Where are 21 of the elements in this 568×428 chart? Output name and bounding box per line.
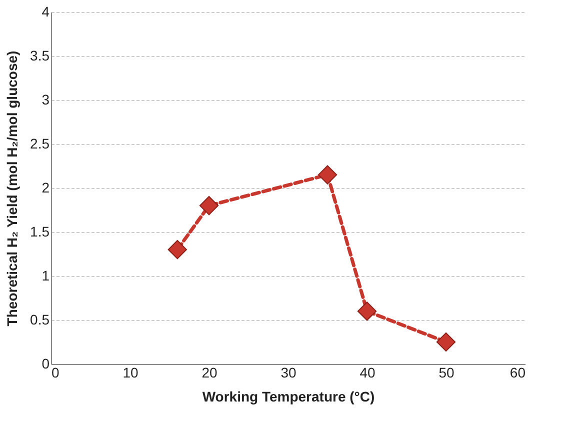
y-tick-label: 4	[42, 4, 50, 20]
y-axis-title: Theoretical H₂ Yield (mol H₂/mol glucose)	[4, 50, 20, 326]
x-tick-label: 20	[202, 364, 218, 380]
y-tick-label: 2.5	[30, 136, 50, 152]
y-tick-label: 2	[42, 180, 50, 196]
x-axis-title: Working Temperature (°C)	[202, 388, 375, 404]
y-tick-label: 3.5	[30, 48, 50, 64]
point	[199, 196, 219, 216]
y-tick-label: 1	[42, 268, 50, 284]
point	[436, 332, 456, 352]
x-tick-label: 60	[510, 364, 526, 380]
x-tick-label: 30	[280, 364, 296, 380]
y-tick-label: 0.5	[30, 312, 50, 328]
point	[168, 240, 187, 260]
x-tick-label: 10	[122, 364, 138, 380]
x-tick-label: 40	[360, 364, 376, 380]
x-tick-label: 50	[438, 364, 454, 380]
y-tick-label: 1.5	[30, 224, 50, 240]
y-tick-label: 3	[42, 92, 50, 108]
point	[357, 302, 377, 321]
point	[318, 165, 338, 184]
